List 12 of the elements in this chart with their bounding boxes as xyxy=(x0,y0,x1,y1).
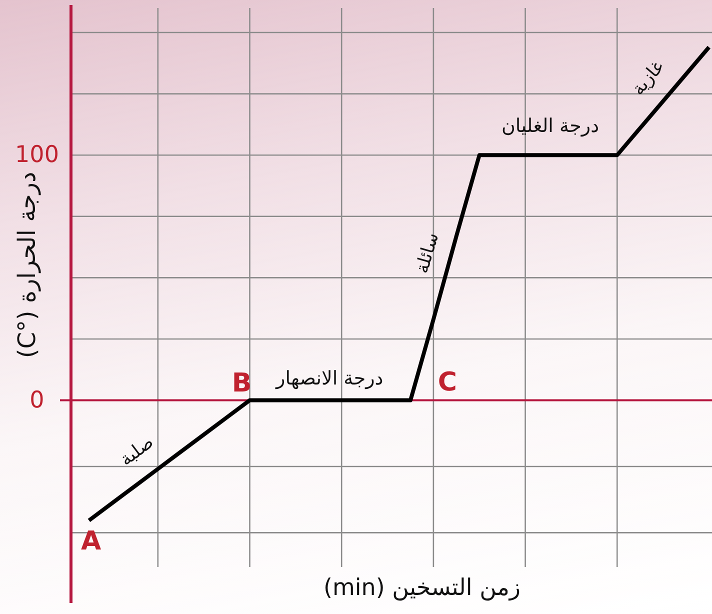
x-axis-title: زمن التسخين (min) xyxy=(323,575,521,601)
annotation: صلبة xyxy=(116,432,158,470)
y-tick-label: 0 xyxy=(30,387,44,414)
annotation: درجة الانصهار xyxy=(276,367,384,390)
y-axis-title: درجة الحرارة (°C) xyxy=(13,172,41,358)
y-tick-label: 100 xyxy=(15,142,59,168)
annotation: درجة الغليان xyxy=(501,115,600,138)
annotation: B xyxy=(232,368,252,398)
annotation: سائلة xyxy=(412,230,444,276)
annotation: غازية xyxy=(628,56,668,100)
annotation: A xyxy=(80,526,102,556)
annotation: C xyxy=(438,367,458,398)
